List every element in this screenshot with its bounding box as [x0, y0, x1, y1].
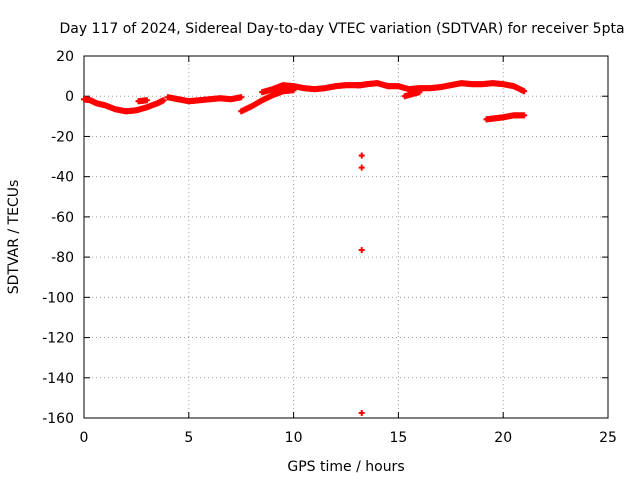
x-tick-label: 0	[80, 430, 89, 446]
plot-frame	[83, 55, 609, 419]
x-tick-label: 25	[599, 430, 617, 446]
y-tick-label: -60	[51, 210, 74, 226]
y-tick-label: -140	[42, 371, 74, 387]
data-point-fill	[520, 87, 527, 94]
data-point	[358, 152, 365, 159]
grid-lines	[84, 56, 608, 418]
y-tick-label: -40	[51, 170, 74, 186]
x-tick-label: 5	[184, 430, 193, 446]
y-tick-label: -100	[42, 290, 74, 306]
data-point-fill	[160, 97, 167, 104]
x-axis-label: GPS time / hours	[287, 459, 404, 475]
y-axis-label: SDTVAR / TECUs	[6, 180, 22, 295]
data-point-fill	[237, 94, 244, 101]
x-axis-tick-labels: 0 5 10 15 20 25	[80, 430, 617, 446]
data-point	[358, 247, 365, 254]
y-tick-label: -80	[51, 250, 74, 266]
data-points	[81, 80, 528, 416]
chart-title: Day 117 of 2024, Sidereal Day-to-day VTE…	[59, 21, 624, 37]
data-point	[358, 164, 365, 171]
x-tick-label: 15	[389, 430, 407, 446]
x-tick-label: 20	[494, 430, 512, 446]
x-tick-label: 10	[285, 430, 303, 446]
data-point-fill	[414, 89, 421, 96]
axis-ticks	[83, 55, 609, 419]
y-tick-label: 20	[56, 49, 74, 65]
data-point-fill	[520, 112, 527, 119]
y-tick-label: -160	[42, 411, 74, 427]
y-axis-tick-labels: 20 0 -20 -40 -60 -80 -100 -120 -140 -160	[42, 49, 74, 427]
y-tick-label: -120	[42, 331, 74, 347]
y-tick-label: 0	[65, 89, 74, 105]
data-point-fill	[143, 97, 150, 104]
y-tick-label: -20	[51, 129, 74, 145]
data-point	[358, 409, 365, 416]
